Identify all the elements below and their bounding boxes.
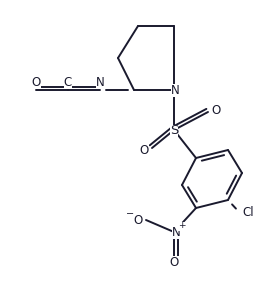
Text: O: O [31,76,41,89]
Text: S: S [170,125,178,138]
Text: O: O [133,213,143,226]
Text: Cl: Cl [242,207,254,220]
Text: C: C [64,76,72,89]
Text: N: N [96,76,104,89]
Text: N: N [172,226,180,239]
Text: O: O [139,143,149,156]
Text: N: N [171,83,179,97]
Text: −: − [126,209,134,219]
Text: +: + [178,222,186,230]
Text: O: O [169,256,179,269]
Text: O: O [211,104,221,117]
